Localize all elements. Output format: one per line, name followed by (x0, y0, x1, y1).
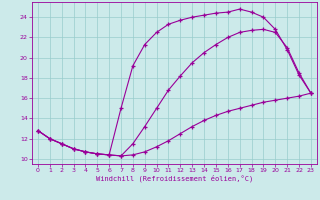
X-axis label: Windchill (Refroidissement éolien,°C): Windchill (Refroidissement éolien,°C) (96, 175, 253, 182)
